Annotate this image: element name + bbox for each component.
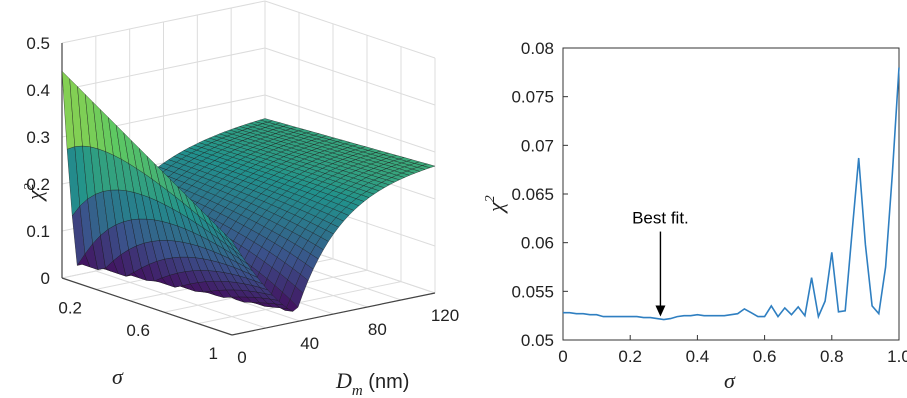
line-y-label-sup: 2 [483,195,498,202]
line-series [563,67,900,321]
floor-grid-line [95,270,266,329]
y-tick-label: 0.08 [521,39,554,58]
side-wall-grid-line [264,94,436,153]
surface-z-tick-label: 0.3 [26,128,50,147]
line-axes [562,47,900,341]
line-y-axis-title: χ2 [483,195,508,214]
surface-dm-tick-label: 80 [368,320,387,339]
x-tick-label: 0.2 [618,347,642,366]
surface-z-tick-label: 0.4 [26,81,50,100]
line-plot: 0.05 0.055 0.06 0.065 0.07 0.075 0.08 0 0.2 0.4 0.… [483,39,907,393]
svg-text:χ2: χ2 [22,183,47,202]
surface-sigma-axis-title: σ [112,364,124,389]
surface-z-axis-title: χ2 [22,183,47,202]
side-wall-grid-line [264,0,436,59]
line-x-axis-title: σ [724,368,736,393]
best-fit-arrow [655,231,666,317]
x-tick-label: 0.8 [820,347,844,366]
surface-z-tick-label: 0 [41,269,50,288]
x-tick-label: 1.0 [887,347,907,366]
surface-dm-tick-label: 40 [300,334,319,353]
line-y-label: χ [483,201,508,214]
line-tick-labels: 0.05 0.055 0.06 0.065 0.07 0.075 0.08 0 0.2 0.4 0.… [511,39,907,366]
surface-sigma-tick-label: 0.6 [126,321,150,340]
surface-mesh [61,70,436,312]
sigma-axis-line [61,277,233,336]
surface-dm-tick-label: 0 [237,348,246,367]
y-tick-label: 0.075 [511,88,554,107]
surface-dm-axis-title: Dm (nm) [335,368,409,398]
x-tick-label: 0 [558,347,567,366]
y-tick-label: 0.065 [511,185,554,204]
x-tick-label: 0.4 [686,347,710,366]
y-tick-label: 0.05 [521,331,554,350]
surface-z-label-sup: 2 [22,183,37,190]
surface-dm-label-sub: m [352,383,363,398]
surface-dm-label-unit: (nm) [363,371,410,393]
y-tick-label: 0.06 [521,234,554,253]
best-fit-annotation: Best fit. [632,209,689,228]
dm-axis-line [231,292,436,336]
surface-dm-tick-label: 120 [431,306,459,325]
surface-z-tick-label: 0.1 [26,222,50,241]
surface-dm-label: D [335,368,352,393]
surface-z-tick-label: 0.2 [26,175,50,194]
plot-frame [562,47,900,341]
x-tick-label: 0.6 [753,347,777,366]
y-tick-label: 0.07 [521,136,554,155]
surface-sigma-tick-label: 0.2 [58,298,82,317]
side-wall-grid-line [264,47,436,106]
surface-z-tick-label: 0.5 [26,34,50,53]
surface-z-label: χ [22,189,47,202]
surface-sigma-tick-label: 1 [209,344,218,363]
surface-patch [224,233,238,249]
arrow-head [655,305,666,317]
svg-text:χ2: χ2 [483,195,508,214]
y-tick-label: 0.055 [511,282,554,301]
